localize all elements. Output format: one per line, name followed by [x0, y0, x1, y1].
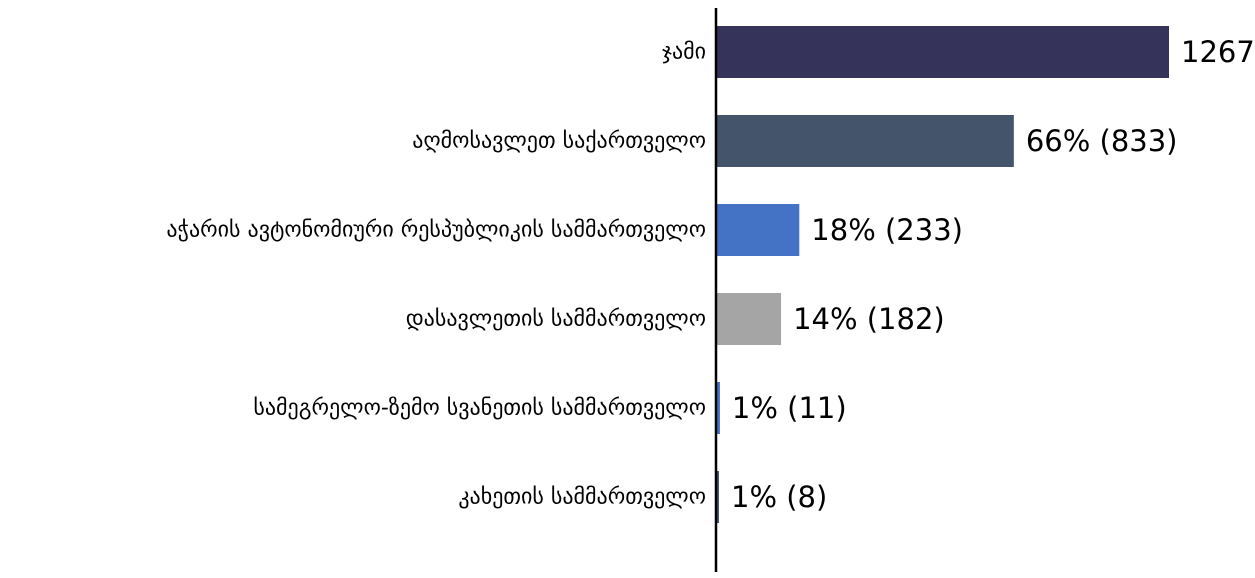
category-label-0: ჯამი [662, 40, 706, 65]
bar-4 [716, 382, 720, 434]
category-label-1: აღმოსავლეთ საქართველო [412, 129, 706, 154]
value-label-2: 18% (233) [811, 213, 963, 247]
value-label-0: 1267 [1181, 35, 1255, 69]
category-label-4: სამეგრელო-ზემო სვანეთის სამმართველო [253, 396, 706, 421]
value-label-3: 14% (182) [793, 302, 945, 336]
bar-2 [716, 204, 800, 256]
value-label-1: 66% (833) [1026, 124, 1178, 158]
category-label-2: აჭარის ავტონომიური რესპუბლიკის სამმართვე… [166, 218, 706, 243]
value-label-5: 1% (8) [731, 480, 827, 514]
category-label-3: დასავლეთის სამმართველო [406, 307, 706, 332]
value-label-4: 1% (11) [732, 391, 847, 425]
bar-0 [716, 26, 1169, 78]
value-labels-layer: 1267 66% (833) 18% (233) 14% (182) 1% (11) 1%… [731, 35, 1255, 514]
category-label-5: კახეთის სამმართველო [458, 485, 706, 510]
bars-layer [716, 26, 1169, 523]
bar-3 [716, 293, 782, 345]
bar-1 [716, 115, 1014, 167]
bar-5 [716, 471, 719, 523]
category-labels-layer: ჯამი აღმოსავლეთ საქართველო აჭარის ავტონომი… [166, 40, 706, 510]
